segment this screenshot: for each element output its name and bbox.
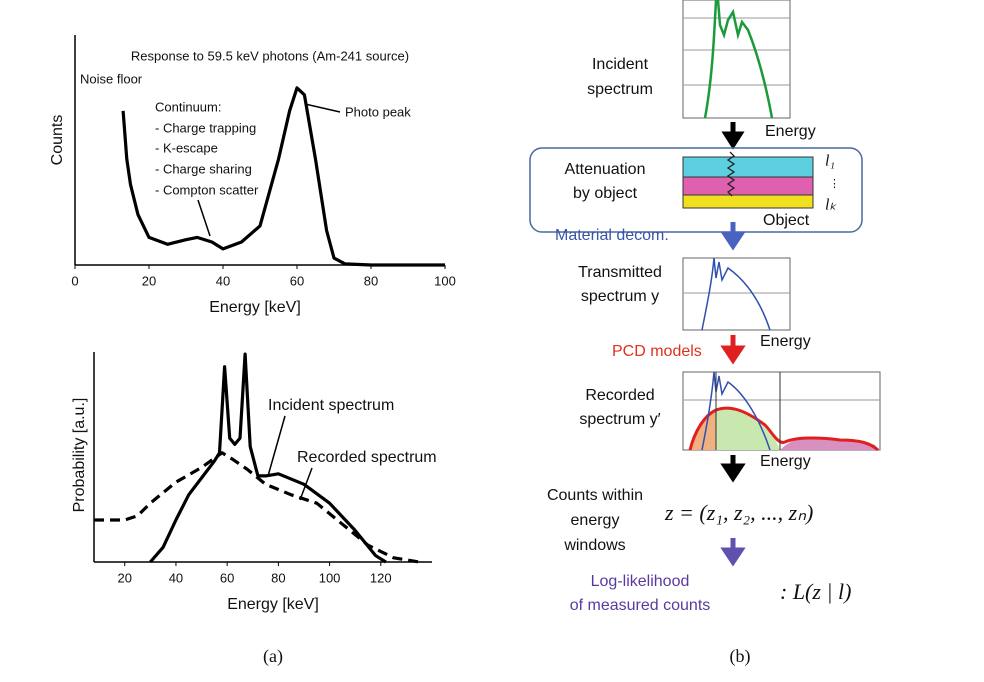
x-tick-label: 20	[142, 273, 156, 288]
arrow	[720, 335, 746, 365]
label: Energy	[760, 453, 811, 470]
label: Material decom.	[555, 227, 669, 244]
label: Counts within	[547, 487, 643, 504]
x-tick-label: 40	[216, 273, 230, 288]
layer	[682, 156, 814, 178]
label: energy	[571, 512, 620, 529]
layer	[682, 194, 814, 209]
arrow	[720, 455, 746, 483]
leader-line	[304, 103, 341, 113]
annotation: - Compton scatter	[155, 182, 259, 197]
y-axis-label: Counts	[49, 115, 66, 166]
y-axis-label: Probability [a.u.]	[71, 398, 88, 513]
label: spectrum y′	[579, 411, 660, 428]
annotation: Continuum:	[155, 99, 221, 114]
x-tick-label: 0	[71, 273, 78, 288]
formula: z = (z₁, z₂, ..., zₙ)	[664, 500, 813, 525]
x-axis-label: Energy [keV]	[209, 299, 301, 316]
label: Attenuation	[565, 161, 646, 178]
label: Energy	[760, 333, 811, 350]
box	[529, 147, 863, 233]
x-tick-label: 20	[117, 570, 131, 585]
x-tick-label: 80	[364, 273, 378, 288]
label: PCD models	[612, 343, 702, 360]
label: spectrum y	[581, 288, 659, 305]
mini-curve	[701, 371, 771, 451]
window	[780, 437, 878, 450]
label: Recorded	[585, 387, 654, 404]
window	[716, 408, 780, 450]
data-line	[94, 451, 420, 564]
mini-chart-frame	[682, 257, 791, 331]
label: spectrum	[587, 81, 653, 98]
x-tick-label: 60	[220, 570, 234, 585]
data-line	[121, 86, 445, 267]
mini-chart-frame	[682, 0, 791, 119]
leader-line	[267, 415, 286, 477]
mini-curve	[701, 257, 771, 331]
x-tick-label: 80	[271, 570, 285, 585]
label: Object	[763, 212, 810, 229]
legend-label: Recorded spectrum	[297, 449, 437, 466]
mini-curve	[688, 406, 879, 452]
annotation: - Charge sharing	[155, 161, 252, 176]
label: by object	[573, 185, 638, 202]
caption: (a)	[263, 646, 283, 667]
annotation: - K-escape	[155, 140, 218, 155]
x-tick-label: 40	[169, 570, 183, 585]
label: Energy	[765, 123, 816, 140]
x-tick-label: 100	[434, 273, 456, 288]
label: ⋮	[829, 178, 840, 190]
leader-line	[197, 199, 211, 237]
diagram: Incident spectrum Energy Attenuation by …	[529, 0, 881, 614]
annotation: Photo peak	[345, 104, 411, 119]
arrow	[721, 122, 745, 150]
window	[690, 410, 716, 450]
ray	[726, 151, 736, 197]
data-line	[149, 352, 387, 564]
x-tick-label: 60	[290, 273, 304, 288]
x-tick-label: 100	[319, 570, 341, 585]
label: Transmitted	[578, 264, 662, 281]
label: l₁	[825, 153, 835, 170]
label: Log-likelihood	[591, 573, 690, 590]
annotation: - Charge trapping	[155, 120, 256, 135]
label: lₖ	[825, 197, 836, 214]
label: Incident	[592, 56, 649, 73]
arrow	[720, 222, 746, 251]
x-tick-label: 120	[370, 570, 392, 585]
formula: : L(z | l)	[780, 579, 851, 604]
annotation: Noise floor	[80, 71, 143, 86]
caption: (b)	[730, 646, 751, 667]
legend-label: Incident spectrum	[268, 397, 394, 414]
x-axis-label: Energy [keV]	[227, 596, 319, 613]
mini-curve	[703, 0, 774, 119]
chart-title: Response to 59.5 keV photons (Am-241 sou…	[131, 48, 409, 63]
label: windows	[563, 537, 625, 554]
arrow	[720, 538, 746, 567]
label: of measured counts	[570, 597, 711, 614]
layer	[682, 176, 814, 196]
